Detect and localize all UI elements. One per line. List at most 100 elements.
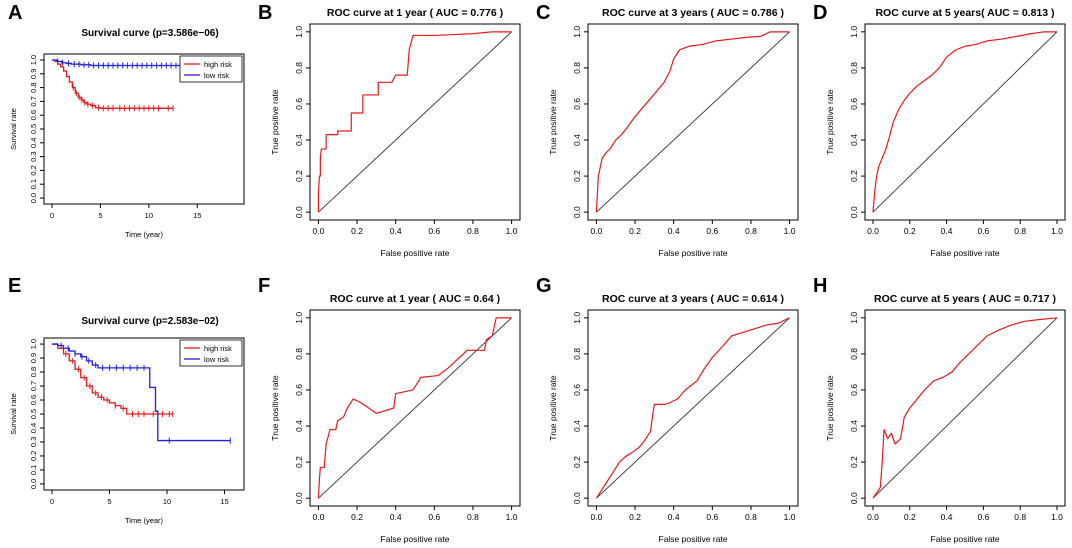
roc-curve-g [595, 317, 790, 499]
y-tick-label-b: 0.8 [294, 62, 304, 74]
y-tick-label-h: 1.0 [849, 312, 859, 324]
y-tick-label-d: 0.0 [849, 206, 859, 218]
y-tick-label-e: 0.9 [29, 353, 38, 363]
x-tick-label-g: 1.0 [784, 512, 796, 522]
roc-curve-c [595, 31, 790, 213]
plot-frame-g [587, 309, 799, 507]
y-tick-label-g: 0.6 [572, 384, 582, 396]
roc-curve-h [872, 317, 1058, 499]
y-axis-label-b: True positive rate [270, 89, 280, 155]
panel-e: E Survival curve (p=2.583e−02) 0 5 10 15 0.0 0.… [8, 275, 245, 525]
y-tick-label-b: 0.2 [294, 170, 304, 182]
panel-title-e: Survival curve (p=2.583e−02) [81, 316, 218, 327]
x-tick-label-g: 0.0 [590, 512, 602, 522]
x-tick-label-g: 0.6 [706, 512, 718, 522]
panel-g: G ROC curve at 3 years ( AUC = 0.614 ) 0.0… [536, 275, 799, 544]
y-tick-label-b: 0.6 [294, 98, 304, 110]
x-tick-label-a: 10 [145, 211, 153, 220]
x-tick-label-f: 0.4 [390, 512, 402, 522]
x-tick-label-d: 0.8 [1014, 226, 1026, 236]
panel-f: F ROC curve at 1 year ( AUC = 0.64 ) 0.0 0.… [258, 275, 521, 544]
legend-label-a: high risk [204, 60, 232, 69]
y-tick-label-e: 0.1 [29, 465, 38, 475]
x-tick-label-c: 0.6 [706, 226, 718, 236]
x-tick-label-h: 0.8 [1014, 512, 1026, 522]
plot-frame-h [864, 309, 1066, 507]
x-tick-label-e: 5 [107, 497, 111, 506]
y-tick-label-g: 0.0 [572, 492, 582, 504]
legend-a [179, 55, 243, 83]
x-axis-label-g: False positive rate [659, 534, 728, 544]
y-tick-label-f: 1.0 [294, 312, 304, 324]
x-tick-label-a: 15 [193, 211, 201, 220]
y-tick-label-d: 0.2 [849, 170, 859, 182]
y-tick-label-c: 0.6 [572, 98, 582, 110]
x-tick-label-a: 0 [50, 211, 54, 220]
y-tick-label-f: 0.6 [294, 384, 304, 396]
y-tick-label-g: 0.2 [572, 456, 582, 468]
x-tick-label-e: 10 [163, 497, 171, 506]
x-tick-label-h: 0.0 [867, 512, 879, 522]
panel-h: H ROC curve at 5 years ( AUC = 0.717 ) 0.0… [813, 275, 1066, 544]
x-tick-label-b: 1.0 [506, 226, 518, 236]
y-axis-label-c: True positive rate [548, 89, 558, 155]
y-tick-label-h: 0.6 [849, 384, 859, 396]
y-tick-label-e: 0.4 [29, 423, 38, 433]
y-tick-label-a: 0.1 [29, 179, 38, 189]
diagonal-line-c [596, 31, 790, 213]
x-axis-label-c: False positive rate [659, 248, 728, 258]
y-tick-label-d: 0.8 [849, 62, 859, 74]
x-axis-label-h: False positive rate [931, 534, 1000, 544]
y-tick-label-a: 0.2 [29, 165, 38, 175]
panel-letter-d: D [813, 2, 827, 24]
y-tick-label-f: 0.4 [294, 420, 304, 432]
y-tick-label-f: 0.0 [294, 492, 304, 504]
x-tick-label-h: 1.0 [1051, 512, 1063, 522]
y-tick-label-e: 1.0 [29, 339, 38, 349]
x-tick-label-b: 0.4 [390, 226, 402, 236]
diagonal-line-h [872, 317, 1058, 499]
high-risk-curve-e [52, 343, 173, 415]
panel-letter-a: A [8, 2, 22, 24]
panel-title-h: ROC curve at 5 years ( AUC = 0.717 ) [874, 293, 1056, 305]
x-axis-label-f: False positive rate [381, 534, 450, 544]
low-risk-curve-e [52, 343, 231, 442]
y-axis-label-e: Survival rate [9, 393, 18, 435]
x-tick-label-d: 0.0 [867, 226, 879, 236]
x-tick-label-d: 1.0 [1051, 226, 1063, 236]
x-tick-label-f: 0.8 [467, 512, 479, 522]
y-tick-label-e: 0.7 [29, 381, 38, 391]
y-tick-label-a: 0.0 [29, 193, 38, 203]
panel-letter-f: F [258, 275, 270, 297]
y-tick-label-h: 0.0 [849, 492, 859, 504]
y-tick-label-a: 0.6 [29, 110, 38, 120]
y-tick-label-e: 0.2 [29, 451, 38, 461]
y-tick-label-g: 1.0 [572, 312, 582, 324]
x-tick-label-a: 5 [98, 211, 102, 220]
roc-curve-f [317, 317, 512, 499]
x-tick-label-h: 0.2 [904, 512, 916, 522]
y-tick-label-h: 0.2 [849, 456, 859, 468]
x-tick-label-d: 0.4 [941, 226, 953, 236]
y-tick-label-a: 0.3 [29, 151, 38, 161]
y-tick-label-c: 0.4 [572, 134, 582, 146]
y-tick-label-a: 0.5 [29, 124, 38, 134]
plot-frame-b [309, 23, 521, 221]
x-tick-label-h: 0.4 [941, 512, 953, 522]
y-tick-label-f: 0.8 [294, 348, 304, 360]
y-tick-label-e: 0.5 [29, 409, 38, 419]
x-axis-label-e: Time (year) [125, 516, 164, 525]
y-axis-label-a: Survival rate [9, 108, 18, 150]
y-tick-label-a: 0.8 [29, 82, 38, 92]
x-tick-label-f: 0.0 [312, 512, 324, 522]
x-tick-label-g: 0.8 [745, 512, 757, 522]
y-tick-label-d: 1.0 [849, 26, 859, 38]
x-tick-label-e: 0 [50, 497, 54, 506]
x-tick-label-e: 15 [220, 497, 228, 506]
panel-d: D ROC curve at 5 years( AUC = 0.813 ) 0.0 0… [813, 2, 1066, 258]
x-tick-label-c: 0.8 [745, 226, 757, 236]
legend-label-e: low risk [204, 355, 229, 364]
y-tick-label-b: 0.4 [294, 134, 304, 146]
y-tick-label-c: 0.8 [572, 62, 582, 74]
y-axis-label-g: True positive rate [548, 375, 558, 441]
